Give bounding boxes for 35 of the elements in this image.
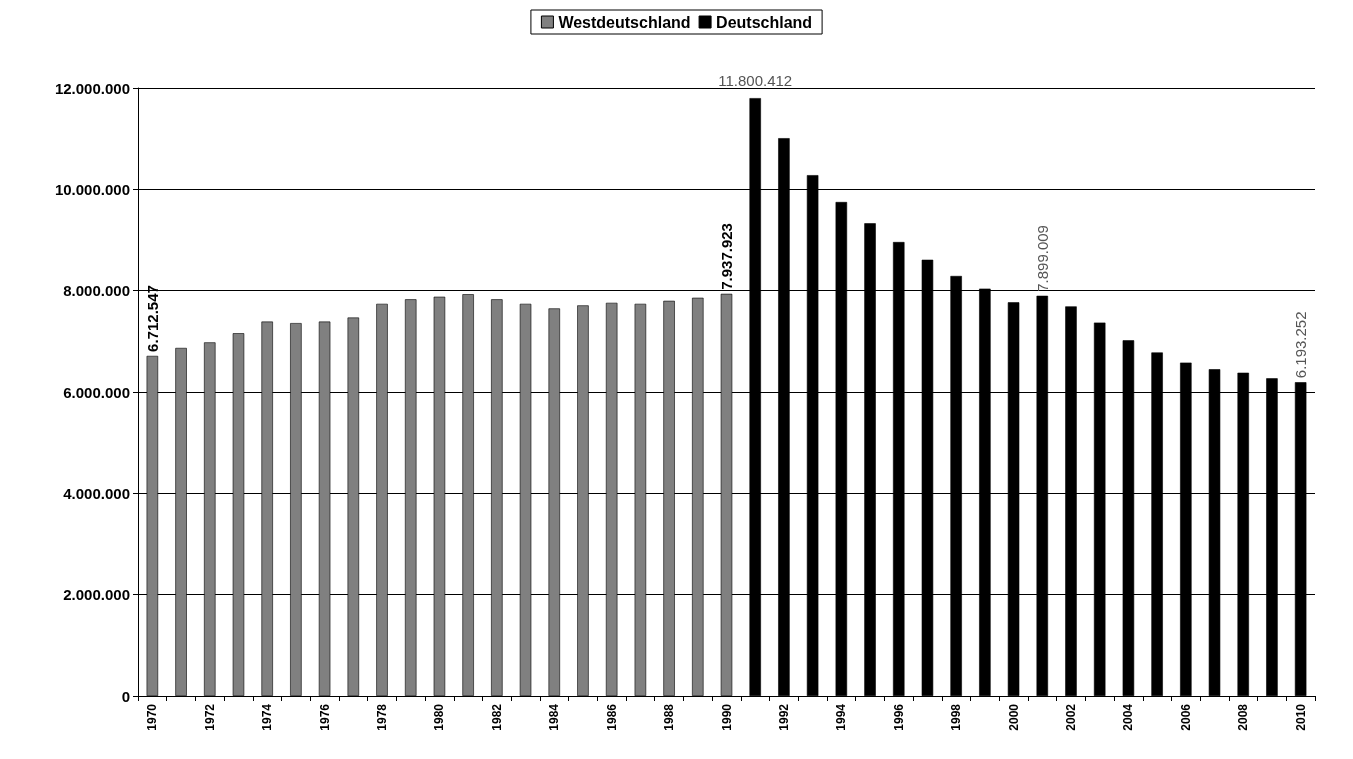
x-tick-label: 1980 xyxy=(432,703,447,731)
x-tick-label: 1996 xyxy=(891,703,906,731)
x-tick-label: 1986 xyxy=(604,703,619,731)
y-tick-label: 0 xyxy=(121,687,130,705)
x-tick-label: 1976 xyxy=(317,703,332,731)
data-label: 6.193.252 xyxy=(1292,311,1310,379)
legend-label: Deutschland xyxy=(716,13,813,31)
x-tick-label: 1990 xyxy=(719,703,734,731)
y-tick-label: 4.000.000 xyxy=(63,484,130,502)
x-tick-label: 2006 xyxy=(1178,703,1193,731)
data-label: 6.712.547 xyxy=(143,285,161,352)
y-tick-label: 12.000.000 xyxy=(54,79,130,97)
x-tick-label: 2004 xyxy=(1121,703,1136,731)
y-tick-label: 6.000.000 xyxy=(63,383,130,401)
y-tick-label: 2.000.000 xyxy=(63,586,130,604)
x-tick-label: 1984 xyxy=(547,703,562,731)
x-tick-label: 1978 xyxy=(375,703,390,731)
x-tick-label: 1998 xyxy=(949,703,964,731)
x-tick-label: 1982 xyxy=(489,703,504,731)
x-tick-label: 1972 xyxy=(202,703,217,731)
data-label: 11.800.412 xyxy=(718,72,793,90)
x-tick-label: 2010 xyxy=(1293,703,1308,731)
y-tick-label: 10.000.000 xyxy=(54,180,130,198)
data-label: 7.937.923 xyxy=(718,223,735,290)
x-tick-label: 1992 xyxy=(776,703,791,731)
x-tick-label: 2000 xyxy=(1006,703,1021,731)
x-tick-label: 1970 xyxy=(145,703,160,731)
x-tick-label: 2002 xyxy=(1063,703,1078,731)
x-tick-label: 2008 xyxy=(1236,703,1251,731)
legend-label: Westdeutschland xyxy=(558,13,691,31)
x-tick-label: 1994 xyxy=(834,703,849,731)
data-label: 7.899.009 xyxy=(1033,225,1051,292)
y-tick-label: 8.000.000 xyxy=(63,282,130,300)
x-tick-label: 1988 xyxy=(662,703,677,731)
x-tick-label: 1974 xyxy=(260,703,275,731)
